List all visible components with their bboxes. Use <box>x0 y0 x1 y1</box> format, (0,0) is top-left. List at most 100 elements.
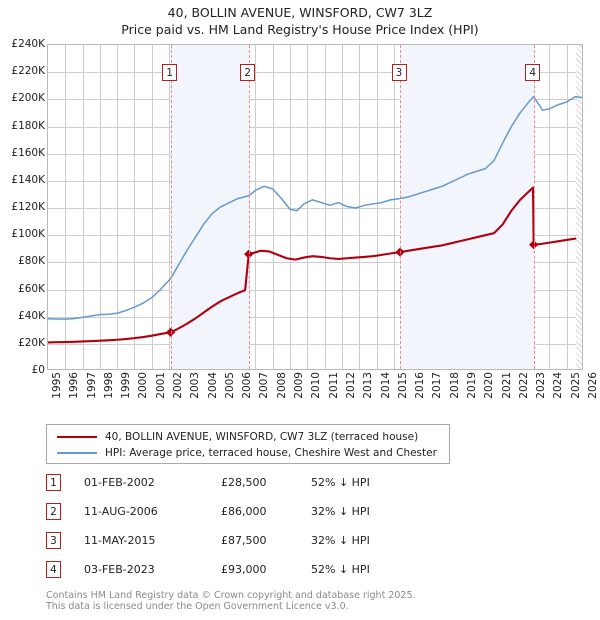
x-axis-labels: 1995 1996 1997 1998 1999 2000 2001 2002 2003 2004… <box>47 372 599 416</box>
footer: Contains HM Land Registry data © Crown c… <box>46 590 566 612</box>
gridline-vertical <box>169 45 170 369</box>
y-axis-tick-label: £160K <box>11 146 45 159</box>
ownership-span-shading <box>170 45 249 369</box>
gridline-vertical <box>307 45 308 369</box>
transaction-price: £93,000 <box>221 563 267 576</box>
gridline-horizontal <box>48 290 582 291</box>
gridline-vertical <box>65 45 66 369</box>
x-axis-tick-label: 2001 <box>154 372 167 399</box>
y-axis-tick-label: £0 <box>31 364 45 376</box>
page-subtitle: Price paid vs. HM Land Registry's House … <box>121 22 479 37</box>
y-axis-labels: £0 £20K £40K £60K £80K £100K £120K £140K £160K £1… <box>0 38 45 376</box>
x-axis-tick-label: 2009 <box>293 372 306 399</box>
gridline-vertical <box>290 45 291 369</box>
y-axis-tick-label: £120K <box>11 201 45 213</box>
table-row[interactable]: 2 11-AUG-2006 £86,000 32% ↓ HPI <box>46 501 486 530</box>
legend-label-price-paid: 40, BOLLIN AVENUE, WINSFORD, CW7 3LZ (te… <box>105 431 419 443</box>
gridline-vertical <box>117 45 118 369</box>
gridline-vertical <box>325 45 326 369</box>
gridline-horizontal <box>48 99 582 100</box>
x-axis-tick-label: 2021 <box>500 372 513 399</box>
x-axis-tick-label: 2018 <box>448 372 461 399</box>
transaction-row-badge: 1 <box>46 474 61 491</box>
x-axis-tick-label: 2011 <box>327 372 340 399</box>
gridline-horizontal <box>48 72 582 73</box>
transaction-badge-2[interactable]: 2 <box>240 64 256 81</box>
footer-licence-line: This data is licensed under the Open Gov… <box>46 601 349 612</box>
gridline-horizontal <box>48 235 582 236</box>
x-axis-tick-label: 2016 <box>414 372 427 399</box>
y-axis-tick-label: £180K <box>11 119 45 132</box>
table-row[interactable]: 4 03-FEB-2023 £93,000 52% ↓ HPI <box>46 559 486 588</box>
transaction-marker-line <box>533 45 535 369</box>
y-axis-tick-label: £220K <box>11 65 45 78</box>
y-axis-tick-label: £140K <box>11 173 45 186</box>
legend-item-price-paid: 40, BOLLIN AVENUE, WINSFORD, CW7 3LZ (te… <box>53 429 443 445</box>
x-axis-tick-label: 1995 <box>51 372 63 399</box>
transactions-table: 1 01-FEB-2002 £28,500 52% ↓ HPI 2 11-AUG-2006… <box>46 472 486 588</box>
y-axis-tick-label: £20K <box>18 336 45 349</box>
legend-label-hpi: HPI: Average price, terraced house, Ches… <box>105 447 437 459</box>
y-axis-tick-label: £60K <box>18 282 45 295</box>
gridline-vertical <box>273 45 274 369</box>
gridline-horizontal <box>48 127 582 128</box>
gridline-horizontal <box>48 262 582 263</box>
footer-copyright-line: Contains HM Land Registry data © Crown c… <box>46 590 416 601</box>
transaction-date: 11-MAY-2015 <box>84 534 156 547</box>
table-row[interactable]: 3 11-MAY-2015 £87,500 32% ↓ HPI <box>46 530 486 559</box>
x-axis-tick-label: 2014 <box>379 372 392 399</box>
page-title: 40, BOLLIN AVENUE, WINSFORD, CW7 3LZ <box>167 5 433 20</box>
transaction-date: 11-AUG-2006 <box>84 505 158 518</box>
transaction-hpi-delta: 32% ↓ HPI <box>311 505 370 518</box>
gridline-horizontal <box>48 317 582 318</box>
gridline-vertical <box>134 45 135 369</box>
x-axis-tick-label: 2025 <box>569 372 582 399</box>
transaction-row-badge: 3 <box>46 532 61 549</box>
forecast-hatch-region <box>576 45 582 369</box>
gridline-vertical <box>377 45 378 369</box>
chart-plot-area <box>47 44 583 370</box>
transaction-badge-1[interactable]: 1 <box>162 64 178 81</box>
gridline-vertical <box>83 45 84 369</box>
ownership-span-shading <box>400 45 534 369</box>
y-axis-tick-label: £40K <box>18 309 45 322</box>
table-row[interactable]: 1 01-FEB-2002 £28,500 52% ↓ HPI <box>46 472 486 501</box>
y-axis-tick-label: £80K <box>18 255 45 268</box>
x-axis-tick-label: 2006 <box>241 372 254 399</box>
x-axis-tick-label: 2012 <box>344 372 357 399</box>
x-axis-tick-label: 1996 <box>68 372 81 399</box>
x-axis-tick-label: 1997 <box>85 372 98 399</box>
series-lines <box>48 95 582 344</box>
x-axis-tick-label: 2002 <box>172 372 185 399</box>
x-axis-tick-label: 2017 <box>431 372 444 399</box>
y-axis-tick-label: £240K <box>11 38 45 50</box>
transaction-row-badge: 4 <box>46 561 61 578</box>
legend-swatch-price-paid <box>57 436 97 438</box>
x-axis-tick-label: 2022 <box>517 372 530 399</box>
x-axis-tick-label: 2023 <box>535 372 548 399</box>
gridline-vertical <box>152 45 153 369</box>
gridline-vertical <box>100 45 101 369</box>
legend-swatch-hpi <box>57 452 97 454</box>
x-axis-tick-label: 2008 <box>275 372 288 399</box>
x-axis-tick-label: 2003 <box>189 372 202 399</box>
transaction-price: £86,000 <box>221 505 267 518</box>
x-axis-tick-label: 2026 <box>587 372 599 399</box>
transaction-hpi-delta: 32% ↓ HPI <box>311 534 370 547</box>
transaction-marker-line <box>400 45 402 369</box>
y-axis-tick-label: £100K <box>11 228 45 241</box>
x-axis-tick-label: 2015 <box>396 372 409 399</box>
transaction-price: £87,500 <box>221 534 267 547</box>
chart-title-block: 40, BOLLIN AVENUE, WINSFORD, CW7 3LZ Pri… <box>0 4 600 38</box>
transaction-badge-3[interactable]: 3 <box>391 64 407 81</box>
transaction-marker-line <box>170 45 172 369</box>
x-axis-tick-label: 2019 <box>465 372 478 399</box>
transaction-price: £28,500 <box>221 476 267 489</box>
series-line <box>48 95 582 320</box>
chart-legend: 40, BOLLIN AVENUE, WINSFORD, CW7 3LZ (te… <box>46 424 450 464</box>
gridline-horizontal <box>48 344 582 345</box>
y-axis-tick-label: £200K <box>11 92 45 105</box>
x-axis-tick-label: 2010 <box>310 372 323 399</box>
transaction-badge-4[interactable]: 4 <box>525 64 541 81</box>
